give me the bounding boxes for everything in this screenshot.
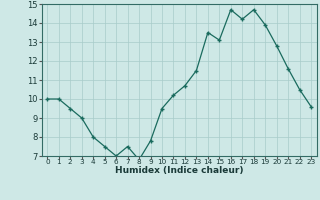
X-axis label: Humidex (Indice chaleur): Humidex (Indice chaleur)	[115, 166, 244, 175]
